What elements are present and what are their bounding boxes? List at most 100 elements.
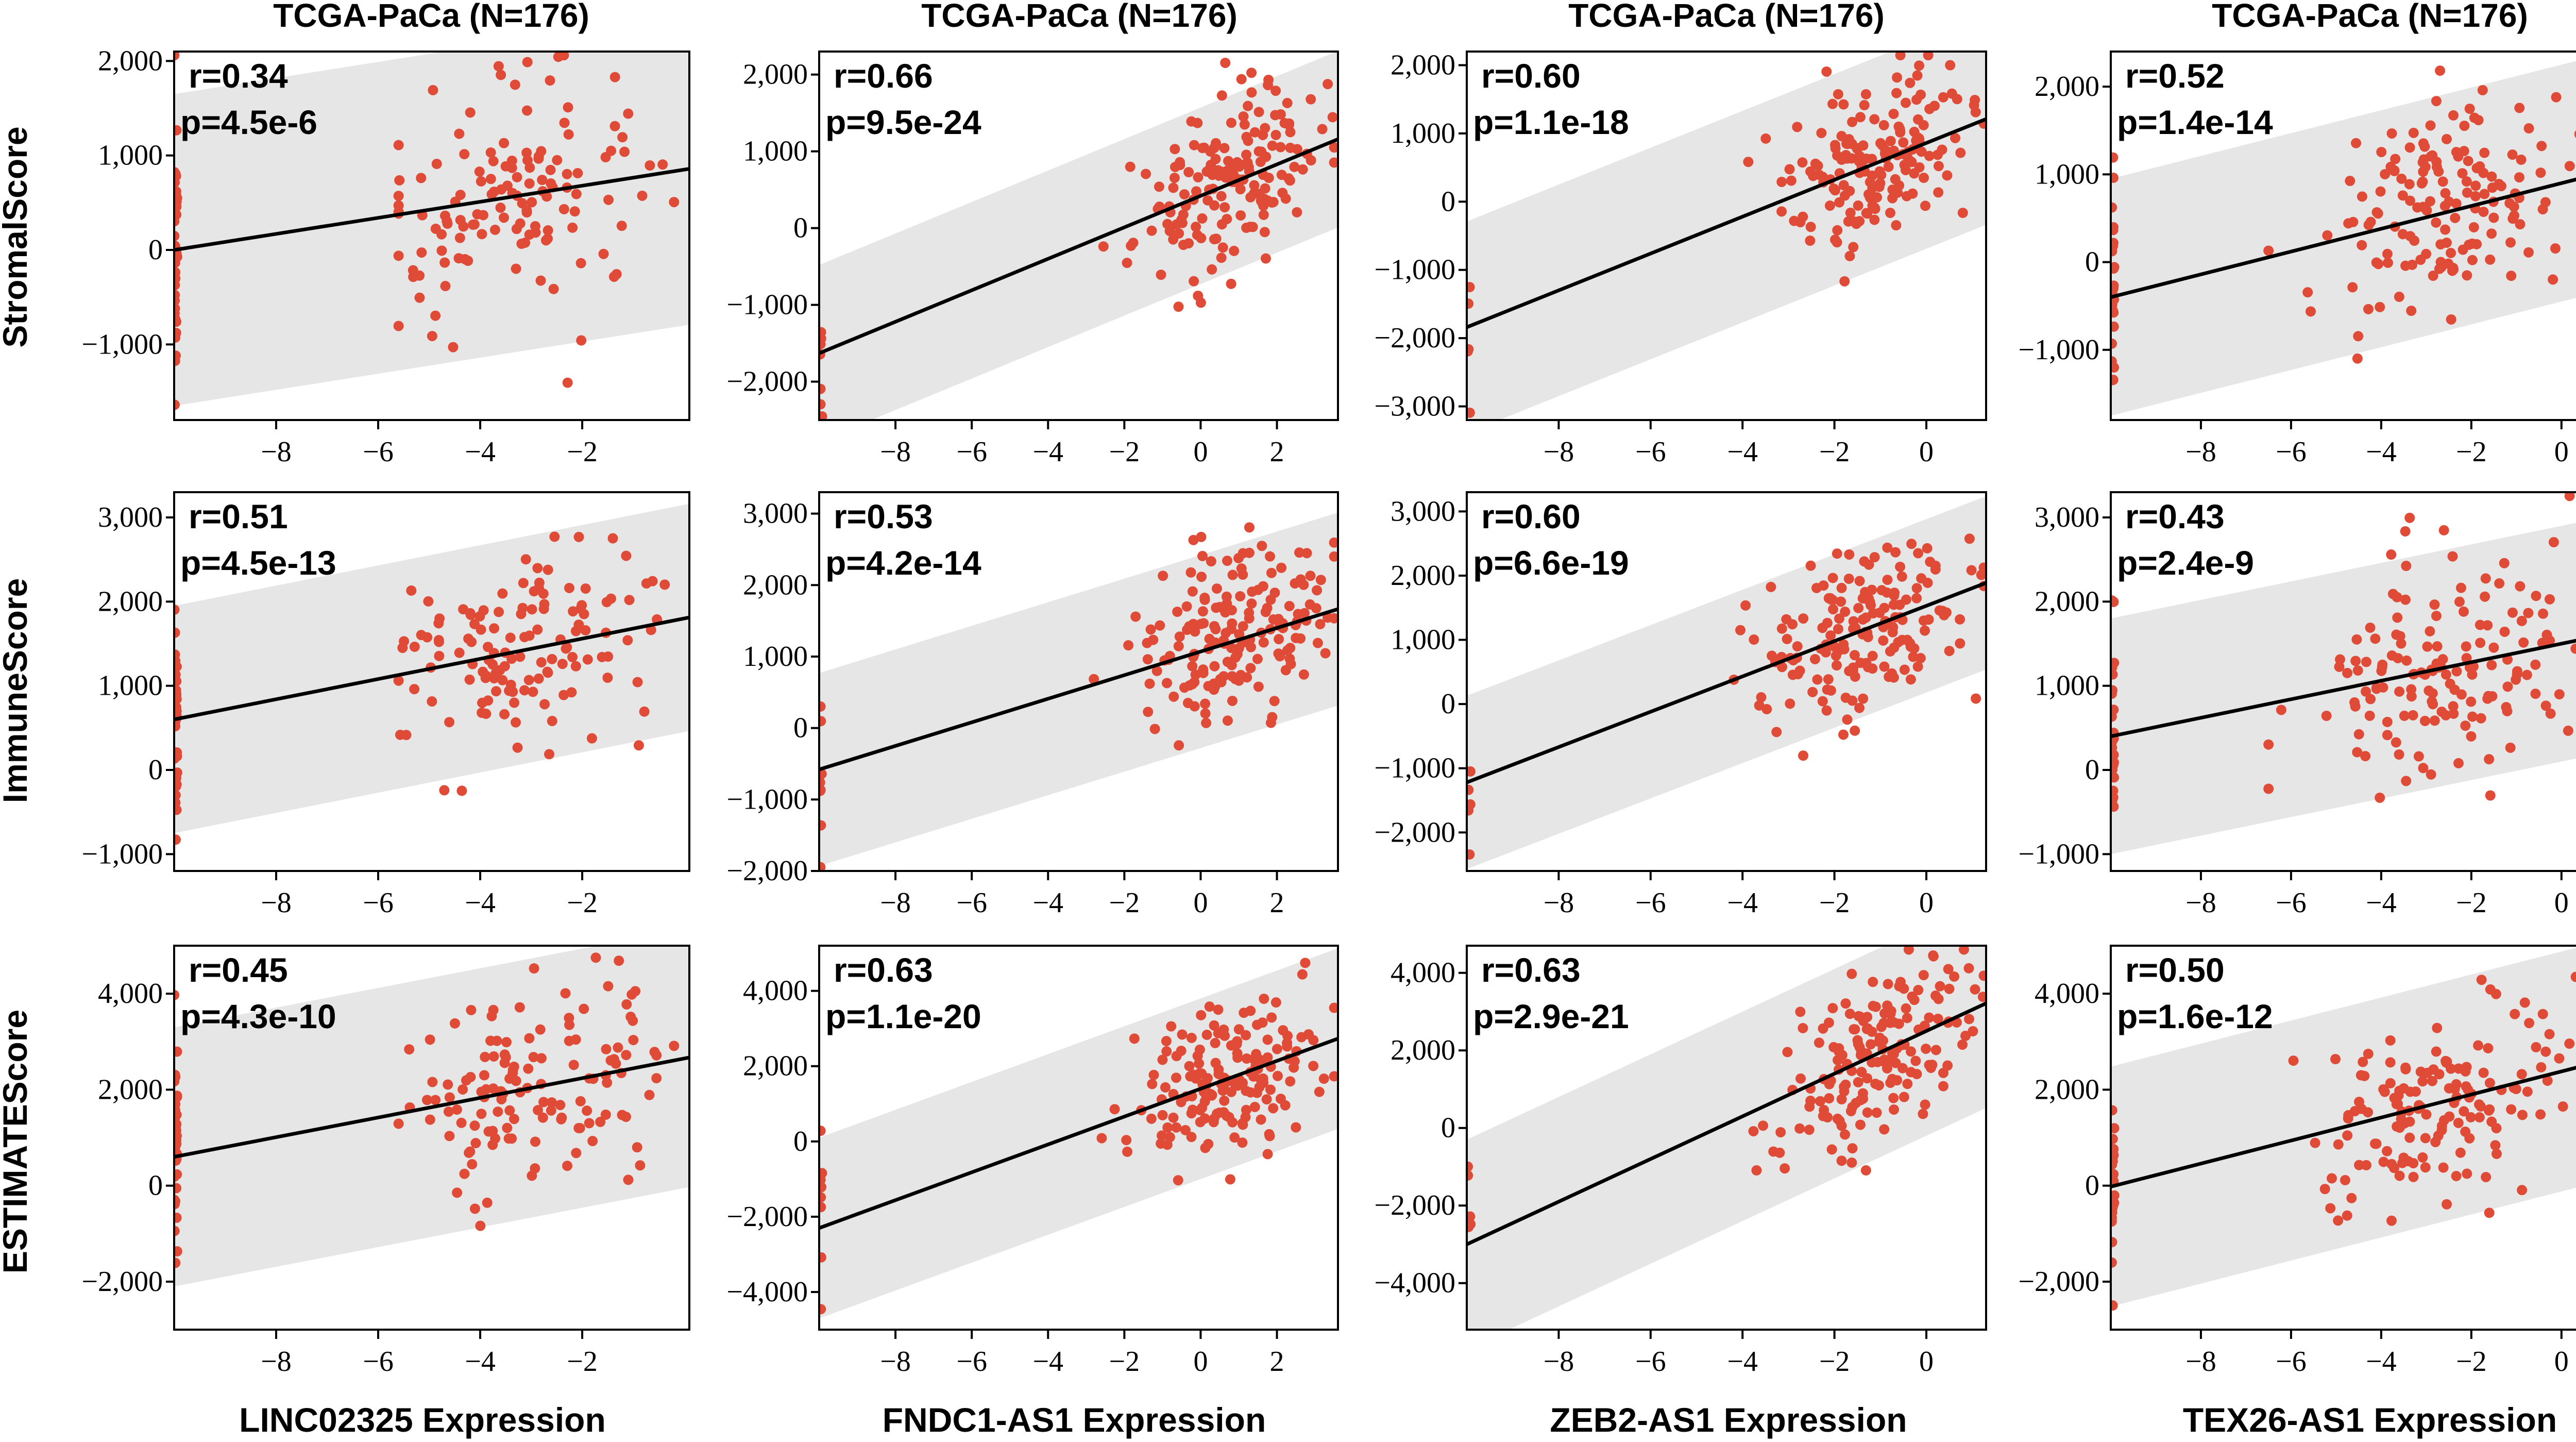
data-point <box>2371 207 2382 217</box>
data-point <box>1205 1088 1216 1099</box>
data-point <box>562 377 573 388</box>
data-point <box>1832 548 1842 559</box>
data-point <box>819 785 826 796</box>
data-point <box>497 588 508 599</box>
data-point <box>2506 1104 2517 1115</box>
data-point <box>1216 219 1227 230</box>
data-point <box>174 605 180 615</box>
data-point <box>174 661 182 672</box>
data-point <box>1329 157 1338 168</box>
data-point <box>621 550 632 561</box>
data-point <box>2434 263 2445 274</box>
data-point <box>1155 620 1165 631</box>
data-point <box>1923 52 1934 61</box>
y-tick-label: 2,000 <box>743 1050 808 1082</box>
x-tick-label: 0 <box>1919 436 1934 468</box>
data-point <box>1978 970 1986 981</box>
plot-area <box>819 52 1338 420</box>
data-point <box>1768 1146 1779 1157</box>
data-point <box>1914 60 1924 71</box>
data-point <box>2321 710 2332 721</box>
data-point <box>1833 624 1843 634</box>
plot-area <box>174 946 689 1287</box>
data-point <box>587 1136 598 1147</box>
y-tick-label: −1,000 <box>726 783 808 815</box>
data-point <box>2458 244 2468 255</box>
data-point <box>2354 1160 2365 1170</box>
data-point <box>819 1304 826 1315</box>
data-point <box>2502 681 2513 692</box>
data-point <box>2474 1112 2485 1123</box>
data-point <box>1142 638 1153 648</box>
data-point <box>2111 658 2120 668</box>
data-point <box>1204 1001 1215 1012</box>
data-point <box>1263 173 1274 183</box>
data-point <box>1918 970 1929 981</box>
data-point <box>529 963 539 974</box>
data-point <box>1860 1165 1871 1176</box>
data-point <box>1261 1094 1272 1105</box>
data-point <box>174 669 181 680</box>
x-tick-label: −4 <box>465 1346 496 1378</box>
data-point <box>174 1121 181 1132</box>
data-point <box>1294 547 1305 558</box>
data-point <box>2348 216 2359 227</box>
data-point <box>1821 66 1832 77</box>
data-point <box>544 749 555 760</box>
data-point <box>1227 695 1238 706</box>
data-point <box>2499 558 2510 568</box>
panel-r2-c2: −2,000 −1,000 0 1,000 2,000 3,000 −8 −6 −4 −2 0 2 r=… <box>726 491 1339 919</box>
data-point <box>2431 1046 2442 1057</box>
data-point <box>1888 1093 1899 1103</box>
data-point <box>1955 614 1965 625</box>
data-point <box>1241 1104 1251 1115</box>
data-point <box>174 804 182 815</box>
data-point <box>440 281 451 292</box>
data-point <box>567 222 578 233</box>
data-point <box>1784 164 1795 175</box>
data-point <box>174 1183 182 1194</box>
data-point <box>1834 197 1845 208</box>
data-point <box>1867 1057 1877 1068</box>
data-point <box>1822 617 1833 628</box>
data-point <box>2554 1053 2565 1064</box>
x-tick-label: −6 <box>2276 436 2307 468</box>
data-point <box>485 1035 496 1046</box>
data-point <box>552 155 563 165</box>
data-point <box>2427 1076 2438 1086</box>
data-point <box>1148 1069 1159 1080</box>
data-point <box>1327 112 1338 123</box>
data-point <box>2373 259 2384 270</box>
data-point <box>1853 200 1863 211</box>
data-point <box>1846 153 1857 164</box>
data-point <box>1306 94 1316 105</box>
data-point <box>2363 304 2374 314</box>
data-point <box>1201 1029 1212 1040</box>
data-point <box>2382 248 2393 259</box>
data-point <box>1161 1046 1172 1057</box>
correlation-r: r=0.63 <box>1481 951 1581 989</box>
data-point <box>174 189 180 199</box>
data-point <box>2406 684 2417 695</box>
data-point <box>1830 234 1841 245</box>
data-point <box>2327 1173 2337 1184</box>
y-tick-label: 2,000 <box>1391 560 1455 592</box>
data-point <box>2514 172 2524 183</box>
data-point <box>1194 1058 1205 1069</box>
data-point <box>2418 763 2429 774</box>
data-point <box>485 174 496 185</box>
data-point <box>1905 641 1916 652</box>
x-tick-label: −2 <box>1109 887 1140 919</box>
data-point <box>1867 154 1877 164</box>
data-point <box>1866 1039 1876 1050</box>
data-point <box>1903 946 1914 955</box>
data-point <box>1317 124 1328 135</box>
data-point <box>1187 661 1198 672</box>
data-point <box>458 221 469 232</box>
data-point <box>1804 1125 1815 1135</box>
data-point <box>2111 152 2119 163</box>
data-point <box>527 604 537 615</box>
data-point <box>1892 1075 1903 1086</box>
y-tick-label: 1,000 <box>743 136 808 167</box>
data-point <box>613 1042 623 1053</box>
